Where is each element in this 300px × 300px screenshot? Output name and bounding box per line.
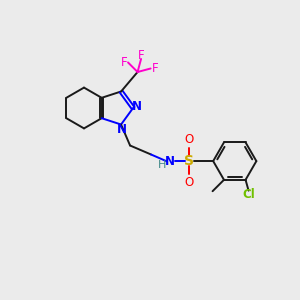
Text: N: N: [117, 123, 127, 136]
Text: O: O: [184, 176, 194, 189]
Text: Cl: Cl: [242, 188, 255, 201]
Text: F: F: [152, 62, 158, 75]
Text: F: F: [121, 56, 127, 69]
Text: N: N: [132, 100, 142, 113]
Text: S: S: [184, 154, 194, 168]
Text: F: F: [138, 49, 144, 62]
Text: N: N: [165, 154, 175, 168]
Text: O: O: [184, 133, 194, 146]
Text: H: H: [158, 160, 166, 170]
